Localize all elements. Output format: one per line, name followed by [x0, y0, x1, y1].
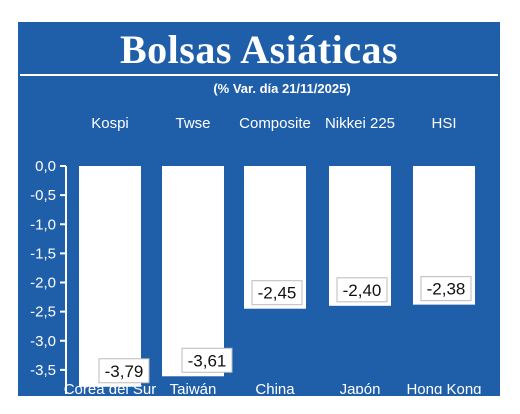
value-label: -3,79: [105, 362, 144, 381]
y-tick-label: -1,0: [30, 216, 56, 233]
value-label-box: [181, 347, 233, 373]
y-tick-label: -4,0: [30, 391, 56, 394]
value-label: -3,61: [188, 351, 227, 370]
value-label: -2,45: [258, 284, 297, 303]
y-tick-label: -0,5: [30, 187, 56, 204]
bar: [162, 166, 224, 377]
x-category-label: Hong Kong: [406, 381, 481, 394]
y-tick-label: 0,0: [35, 158, 56, 175]
value-label-box: [251, 280, 303, 306]
x-category-label: Taiwán: [170, 381, 217, 394]
index-name-label: Nikkei 225: [325, 115, 395, 132]
index-name-label: Twse: [175, 115, 210, 132]
x-category-label: Corea del Sur: [64, 381, 157, 394]
value-label: -2,38: [427, 280, 466, 299]
bar: [79, 166, 141, 387]
x-category-label: Japón: [340, 381, 381, 394]
y-tick-label: -3,5: [30, 362, 56, 379]
value-label: -2,40: [343, 281, 382, 300]
chart-frame: Bolsas Asiáticas (% Var. día 21/11/2025)…: [18, 22, 500, 396]
title-banner: Bolsas Asiáticas: [20, 24, 498, 76]
y-tick-label: -3,0: [30, 333, 56, 350]
index-name-label: Kospi: [91, 115, 129, 132]
value-label-box: [420, 276, 472, 302]
chart-subtitle: (% Var. día 21/11/2025): [213, 81, 350, 96]
index-name-label: Composite: [239, 115, 311, 132]
value-label-box: [98, 358, 150, 384]
plot-area: (% Var. día 21/11/2025) 0,0 -0,5 -1,0 -1,5 -…: [20, 76, 498, 394]
y-tick-label: -2,5: [30, 304, 56, 321]
x-category-label: China: [255, 381, 295, 394]
value-label-box: [336, 277, 388, 303]
index-name-label: HSI: [431, 115, 456, 132]
y-tick-label: -1,5: [30, 245, 56, 262]
chart-title: Bolsas Asiáticas: [119, 27, 399, 72]
bar-chart: (% Var. día 21/11/2025) 0,0 -0,5 -1,0 -1,5 -…: [30, 81, 482, 394]
y-tick-label: -2,0: [30, 275, 56, 292]
